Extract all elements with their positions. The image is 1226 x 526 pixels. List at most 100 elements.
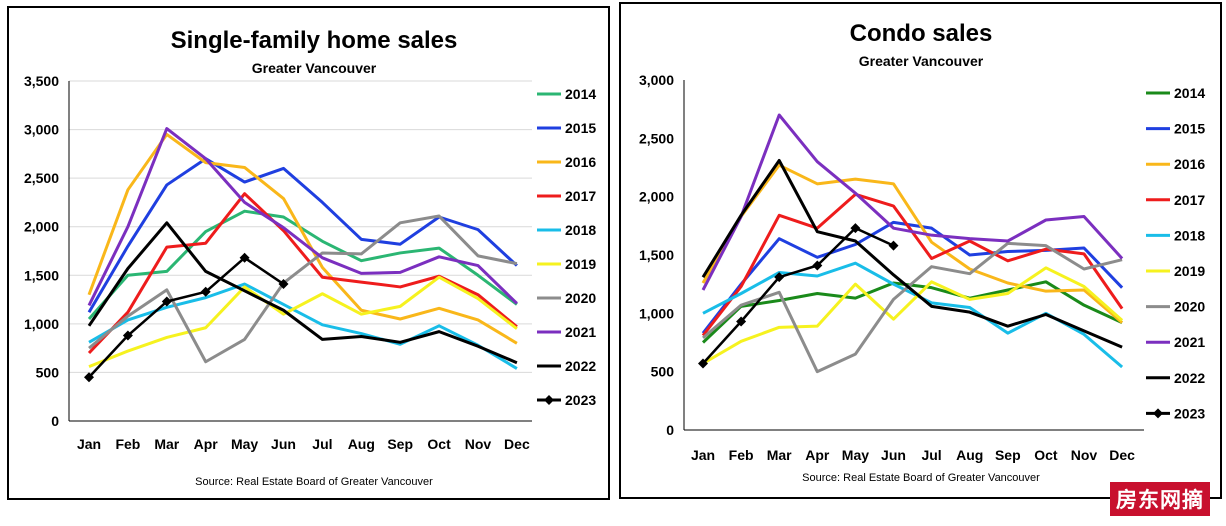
condo-xtick-label: Sep [995, 447, 1021, 463]
condo-chart: Condo sales Greater Vancouver 0 500 1,000 1,5… [639, 20, 1205, 484]
condo-series-line-2019 [702, 266, 1124, 365]
single-family-chart: Single-family home sales Greater Vancouve… [24, 27, 596, 488]
sf-xtick-label: Feb [115, 436, 140, 452]
condo-series-line-2020 [702, 241, 1123, 374]
sf-series-line-2015 [87, 157, 518, 313]
sf-data-point-2023 [161, 296, 172, 307]
sf-series-line-2023 [88, 256, 285, 379]
single-family-chart-panel: Single-family home sales Greater Vancouve… [7, 6, 610, 500]
sf-source: Source: Real Estate Board of Greater Van… [195, 476, 433, 488]
watermark-logo: 房东网摘 [1110, 482, 1210, 516]
condo-xtick-label: Oct [1034, 447, 1058, 463]
sf-xtick-label: Dec [504, 436, 530, 452]
condo-legend-label-2014: 2014 [1174, 85, 1205, 101]
sf-legend-label-2020: 2020 [565, 290, 596, 306]
sf-legend-label-2015: 2015 [565, 120, 596, 136]
sf-xtick-label: Jul [312, 436, 332, 452]
condo-source: Source: Real Estate Board of Greater Van… [802, 472, 1040, 484]
sf-legend-marker-2023 [544, 395, 554, 405]
condo-legend-marker-2023 [1153, 408, 1163, 419]
condo-legend-label-2015: 2015 [1174, 121, 1205, 137]
condo-series-line-2016 [701, 163, 1124, 324]
condo-series-line-2014 [701, 280, 1123, 344]
sf-legend-label-2022: 2022 [565, 358, 596, 374]
condo-xtick-label: Jun [881, 447, 906, 463]
sf-legend-label-2017: 2017 [565, 188, 596, 204]
sf-xtick-label: Jan [77, 436, 101, 452]
condo-data-point-2023 [850, 223, 861, 234]
condo-ytick-label: 1,500 [639, 247, 674, 263]
condo-series-line-2023 [702, 226, 895, 365]
sf-series-line-2014 [87, 209, 518, 320]
sf-legend-label-2021: 2021 [565, 324, 596, 340]
sf-legend-label-2023: 2023 [565, 392, 596, 408]
condo-legend-label-2021: 2021 [1174, 334, 1205, 350]
condo-xtick-label: Dec [1109, 447, 1135, 463]
condo-title: Condo sales [850, 20, 993, 47]
sf-series-line-2018 [88, 282, 518, 370]
sf-subtitle: Greater Vancouver [252, 60, 377, 76]
sf-legend-label-2014: 2014 [565, 86, 596, 102]
sf-ytick-label: 3,500 [24, 73, 59, 89]
condo-series-line-2022 [701, 159, 1123, 349]
condo-chart-panel: Condo sales Greater Vancouver 0 500 1,000 1,5… [619, 2, 1222, 499]
condo-legend-label-2023: 2023 [1174, 405, 1205, 421]
condo-data-point-2023 [812, 260, 823, 271]
sf-xtick-label: Apr [194, 436, 219, 452]
sf-ytick-label: 2,500 [24, 170, 59, 186]
condo-legend-label-2019: 2019 [1174, 263, 1205, 279]
sf-data-point-2023 [84, 372, 94, 383]
condo-subtitle: Greater Vancouver [859, 53, 984, 69]
condo-ytick-label: 500 [651, 364, 675, 380]
sf-data-point-2023 [278, 279, 289, 290]
condo-legend-label-2020: 2020 [1174, 299, 1205, 315]
condo-ytick-label: 3,000 [639, 72, 674, 88]
condo-xtick-label: Mar [767, 447, 792, 463]
sf-xtick-label: May [231, 436, 258, 452]
sf-series-line-2020 [88, 214, 518, 364]
condo-legend-label-2022: 2022 [1174, 370, 1205, 386]
condo-data-point-2023 [774, 272, 785, 283]
condo-data-point-2023 [698, 358, 708, 369]
sf-legend-label-2018: 2018 [565, 222, 596, 238]
sf-ytick-label: 3,000 [24, 122, 59, 138]
sf-title: Single-family home sales [171, 27, 458, 54]
sf-series-line-2019 [88, 275, 518, 368]
condo-ytick-label: 0 [666, 422, 674, 438]
condo-legend-label-2016: 2016 [1174, 156, 1205, 172]
sf-ytick-label: 1,000 [24, 316, 59, 332]
condo-xtick-label: Aug [956, 447, 983, 463]
condo-series-line-2018 [702, 261, 1124, 369]
condo-data-point-2023 [888, 240, 899, 251]
sf-xtick-label: Nov [465, 436, 492, 452]
sf-xtick-label: Mar [154, 436, 179, 452]
sf-legend-label-2019: 2019 [565, 256, 596, 272]
condo-series-line-2021 [701, 113, 1124, 291]
sf-data-point-2023 [122, 330, 133, 341]
sf-data-point-2023 [200, 286, 211, 297]
condo-xtick-label: Nov [1071, 447, 1098, 463]
sf-data-point-2023 [239, 252, 250, 263]
condo-xtick-label: May [842, 447, 869, 463]
sf-series-line-2021 [87, 127, 518, 307]
sf-ytick-label: 0 [51, 413, 59, 429]
sf-legend-label-2016: 2016 [565, 154, 596, 170]
condo-xtick-label: Jul [921, 447, 941, 463]
condo-ytick-label: 2,000 [639, 189, 674, 205]
sf-xtick-label: Jun [271, 436, 296, 452]
condo-xtick-label: Apr [805, 447, 830, 463]
condo-data-point-2023 [736, 316, 747, 327]
sf-xtick-label: Sep [387, 436, 413, 452]
condo-xtick-label: Feb [729, 447, 754, 463]
condo-ytick-label: 2,500 [639, 130, 674, 146]
sf-series-line-2022 [87, 221, 518, 365]
condo-legend-label-2017: 2017 [1174, 192, 1205, 208]
condo-legend-label-2018: 2018 [1174, 227, 1205, 243]
sf-ytick-label: 2,000 [24, 219, 59, 235]
condo-xtick-label: Jan [691, 447, 715, 463]
condo-ytick-label: 1,000 [639, 305, 674, 321]
sf-xtick-label: Aug [348, 436, 375, 452]
sf-xtick-label: Oct [427, 436, 451, 452]
sf-ytick-label: 500 [36, 364, 60, 380]
sf-ytick-label: 1,500 [24, 267, 59, 283]
